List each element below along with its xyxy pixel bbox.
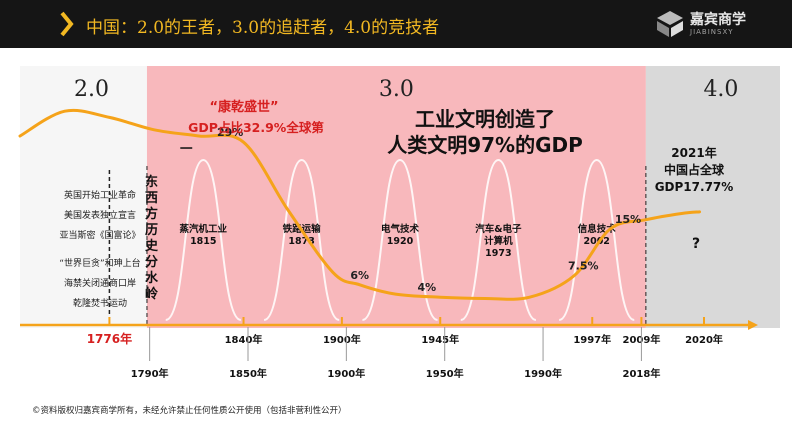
- top-tick-label: 1840年: [225, 333, 263, 346]
- top-tick-label: 1776年: [87, 331, 132, 346]
- industrial-annotation-line1: 工业文明创造了: [415, 107, 555, 131]
- kangqian-annotation-line3: 一: [180, 141, 193, 156]
- left-event: “世界巨贪”和珅上台: [59, 257, 140, 269]
- cube-logo-icon: [657, 11, 683, 37]
- top-tick-label: 1997年: [573, 333, 611, 346]
- gdp-history-chart: 2.0 3.0 4.0 蒸汽机工业1815铁路运输1873电气技术1920汽车&电子…: [18, 66, 780, 380]
- innovation-wave: [362, 158, 438, 321]
- bottom-tick-label: 1850年: [229, 367, 267, 380]
- logo-text: 嘉宾商学: [690, 12, 746, 28]
- question-mark: ?: [692, 236, 700, 252]
- wave-label: 汽车&电子: [475, 223, 522, 235]
- copyright-note: ©资料版权归嘉宾商学所有，未经允许禁止任何性质公开使用（包括非营利性公开）: [32, 406, 347, 416]
- innovation-wave: [558, 158, 635, 321]
- left-event: 海禁关闭通商口岸: [64, 277, 136, 289]
- bottom-tick-label: 1990年: [524, 367, 562, 380]
- wave-label: 电气技术: [381, 223, 420, 235]
- era-background: [20, 66, 147, 328]
- wave-year: 1815: [190, 236, 216, 247]
- page-title: 中国：2.0的王者，3.0的追赶者，4.0的竞技者: [86, 18, 440, 38]
- data-label: 4%: [417, 281, 436, 294]
- wave-year: 1873: [288, 236, 314, 247]
- innovation-wave: [263, 158, 340, 321]
- bottom-tick-label: 2018年: [622, 367, 660, 380]
- era-label: 2.0: [74, 77, 109, 102]
- era-background: [645, 66, 780, 328]
- header-bar: 中国：2.0的王者，3.0的追赶者，4.0的竞技者 嘉宾商学 JIABINSXY: [0, 0, 792, 48]
- logo-subtext: JIABINSXY: [690, 28, 734, 36]
- axis-arrow-icon: [748, 320, 758, 330]
- top-tick-label: 1945年: [421, 333, 459, 346]
- data-label: 15%: [615, 213, 641, 226]
- innovation-wave: [165, 158, 242, 321]
- divider-label: 东西方历史分水岭: [145, 174, 159, 302]
- left-event: 亚当斯密《国富论》: [59, 229, 140, 241]
- bottom-tick-label: 1900年: [327, 367, 365, 380]
- china-annotation-line1: 2021年: [671, 145, 716, 160]
- wave-year: 1920: [387, 236, 414, 247]
- era-label: 3.0: [379, 77, 414, 102]
- wave-year: 2002: [583, 236, 609, 247]
- bottom-tick-label: 1790年: [131, 367, 169, 380]
- china-annotation-line3: GDP17.77%: [655, 180, 734, 194]
- kangqian-annotation-line1: “康乾盛世”: [209, 99, 278, 115]
- left-event: 英国开始工业革命: [64, 189, 136, 201]
- bottom-tick-label: 1950年: [426, 367, 464, 380]
- data-label: 29%: [217, 126, 243, 139]
- data-label: 6%: [350, 269, 369, 282]
- top-tick-label: 2020年: [685, 333, 723, 346]
- kangqian-annotation-line2: GDP占比32.9%全球第: [188, 120, 324, 135]
- wave-label: 计算机: [484, 235, 513, 247]
- china-annotation-line2: 中国占全球: [664, 162, 725, 177]
- left-event: 乾隆焚书运动: [73, 297, 127, 309]
- industrial-annotation-line2: 人类文明97%的GDP: [387, 133, 583, 157]
- wave-year: 1973: [485, 248, 511, 259]
- top-tick-label: 1900年: [323, 333, 361, 346]
- left-event: 美国发表独立宣言: [64, 209, 136, 221]
- gdp-share-line: [18, 108, 702, 301]
- chevron-right-icon: [60, 11, 74, 37]
- innovation-wave: [460, 158, 537, 321]
- era-label: 4.0: [703, 77, 738, 102]
- data-label: 7.5%: [568, 260, 599, 273]
- wave-label: 蒸汽机工业: [180, 223, 228, 235]
